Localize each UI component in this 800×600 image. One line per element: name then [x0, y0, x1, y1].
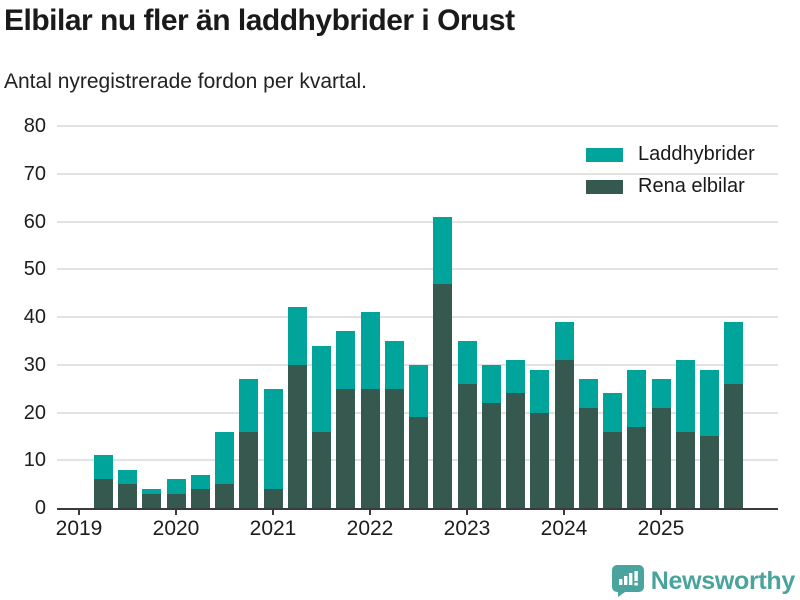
bar-segment-rena-elbilar	[190, 488, 210, 508]
bar-segment-laddhybrider	[724, 321, 744, 384]
bar-segment-rena-elbilar	[93, 479, 113, 508]
gridline	[57, 172, 778, 175]
bar-segment-laddhybrider	[433, 216, 453, 284]
x-tick-label: 2025	[637, 517, 685, 540]
legend-swatch-rena-elbilar	[586, 179, 623, 194]
bar-segment-laddhybrider	[312, 345, 331, 432]
bar-segment-laddhybrider	[336, 331, 356, 389]
y-tick-label: 50	[23, 258, 46, 281]
bar-segment-laddhybrider	[118, 469, 137, 485]
y-tick-label: 40	[23, 306, 46, 328]
bar-segment-laddhybrider	[409, 364, 428, 418]
brand-name: Newsworthy	[650, 566, 796, 595]
x-tick-mark	[563, 508, 565, 515]
legend: Laddhybrider Rena elbilar	[586, 143, 755, 198]
bar-segment-laddhybrider	[700, 369, 719, 437]
bar-segment-laddhybrider	[506, 359, 525, 394]
gridline	[57, 268, 778, 271]
bar-segment-laddhybrider	[287, 307, 307, 365]
newsworthy-logo-icon	[611, 565, 644, 597]
legend-item-laddhybrider: Laddhybrider	[586, 143, 755, 166]
legend-swatch-laddhybrider	[586, 147, 623, 162]
bar-segment-laddhybrider	[481, 364, 501, 403]
bar-segment-rena-elbilar	[215, 484, 234, 508]
bar-segment-rena-elbilar	[336, 388, 356, 508]
x-tick-mark	[369, 508, 371, 515]
bar-segment-rena-elbilar	[554, 359, 574, 508]
bar-segment-laddhybrider	[239, 379, 259, 432]
bar-segment-laddhybrider	[360, 312, 380, 389]
bar-segment-rena-elbilar	[263, 488, 283, 508]
x-tick-label: 2023	[443, 517, 491, 540]
y-tick-label: 30	[23, 353, 46, 376]
legend-label: Laddhybrider	[638, 143, 755, 165]
y-tick-label: 60	[23, 210, 46, 233]
x-tick-mark	[272, 508, 274, 515]
bar-segment-rena-elbilar	[433, 283, 453, 508]
x-tick-label: 2020	[152, 517, 200, 540]
bar-segment-laddhybrider	[93, 455, 113, 480]
bar-segment-rena-elbilar	[481, 402, 501, 508]
bar-segment-rena-elbilar	[142, 493, 162, 508]
x-tick-label: 2021	[249, 517, 297, 540]
bar-segment-rena-elbilar	[118, 484, 137, 508]
x-tick-label: 2024	[540, 517, 588, 540]
bar-segment-rena-elbilar	[724, 383, 744, 508]
y-tick-label: 10	[23, 449, 46, 472]
bar-segment-laddhybrider	[190, 474, 210, 489]
bar-segment-rena-elbilar	[506, 393, 525, 508]
bar-segment-rena-elbilar	[530, 412, 550, 508]
bar-segment-rena-elbilar	[384, 388, 404, 508]
bar-segment-rena-elbilar	[312, 431, 331, 508]
x-axis-line	[57, 507, 778, 510]
bar-segment-laddhybrider	[651, 379, 671, 408]
bar-segment-laddhybrider	[675, 359, 695, 432]
bar-segment-laddhybrider	[142, 488, 162, 494]
bar-segment-laddhybrider	[457, 340, 477, 384]
bar-segment-rena-elbilar	[409, 417, 428, 508]
chart-subtitle: Antal nyregistrerade fordon per kvartal.	[4, 70, 368, 93]
legend-item-rena-elbilar: Rena elbilar	[586, 175, 755, 198]
bar-segment-laddhybrider	[263, 388, 283, 489]
bar-segment-rena-elbilar	[627, 426, 647, 508]
y-tick-label: 80	[23, 115, 46, 137]
bar-segment-laddhybrider	[166, 479, 186, 494]
bar-segment-rena-elbilar	[287, 364, 307, 508]
x-tick-mark	[466, 508, 468, 515]
x-tick-mark	[660, 508, 662, 515]
bar-segment-laddhybrider	[215, 431, 234, 485]
bar-segment-laddhybrider	[603, 393, 622, 432]
x-tick-mark	[78, 508, 80, 515]
gridline	[57, 125, 778, 127]
y-tick-label: 70	[23, 162, 46, 185]
brand-footer: Newsworthy	[611, 565, 796, 597]
bar-segment-rena-elbilar	[166, 493, 186, 508]
chart-title: Elbilar nu fler än laddhybrider i Orust	[4, 4, 515, 37]
gridline	[57, 220, 778, 223]
bar-segment-laddhybrider	[578, 379, 598, 408]
y-tick-label: 0	[34, 497, 46, 519]
bar-segment-rena-elbilar	[603, 431, 622, 508]
bar-segment-laddhybrider	[384, 340, 404, 389]
x-tick-label: 2022	[346, 517, 394, 540]
legend-label: Rena elbilar	[638, 175, 745, 197]
bar-segment-rena-elbilar	[675, 431, 695, 508]
plot-area: 0 10 20 30 40 50 60 70 80 2019 2020 2021 2022 2023 20…	[24, 115, 778, 540]
gridline	[57, 316, 778, 318]
x-tick-label: 2019	[55, 517, 103, 540]
bar-segment-laddhybrider	[530, 369, 550, 413]
bar-segment-rena-elbilar	[700, 436, 719, 508]
bar-segment-rena-elbilar	[239, 431, 259, 508]
bar-segment-laddhybrider	[554, 321, 574, 360]
bar-segment-rena-elbilar	[578, 407, 598, 508]
bar-segment-rena-elbilar	[360, 388, 380, 508]
bar-segment-laddhybrider	[627, 369, 647, 427]
gridline	[57, 363, 778, 366]
x-tick-mark	[175, 508, 177, 515]
bar-segment-rena-elbilar	[457, 383, 477, 508]
y-tick-label: 20	[23, 401, 46, 424]
bar-segment-rena-elbilar	[651, 407, 671, 508]
